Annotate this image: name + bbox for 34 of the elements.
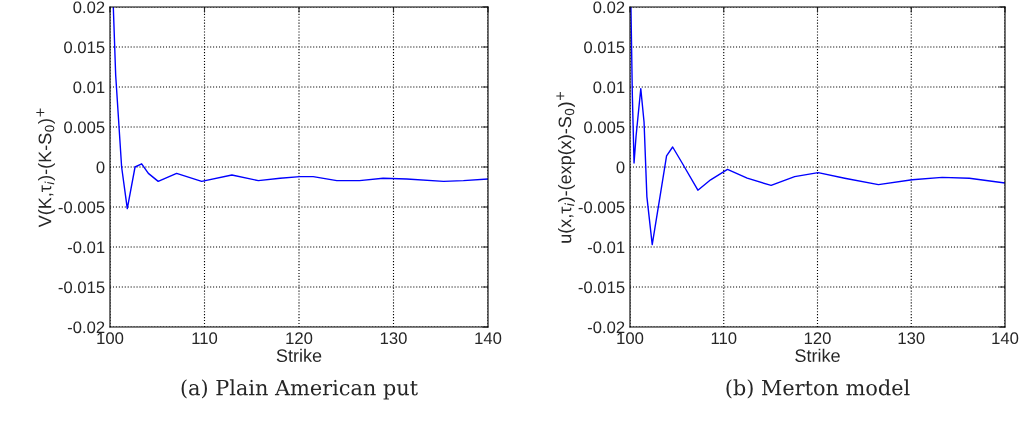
x-axis-title: Strike [795,348,840,363]
y-tick-label: -0.005 [578,201,625,214]
x-tick-label: 120 [286,332,313,345]
y-tick-label: -0.02 [587,321,625,334]
y-tick-label: 0.015 [64,41,105,54]
y-tick-label: 0 [96,161,105,174]
x-tick-label: 120 [804,332,831,345]
y-tick-label: 0.02 [593,1,625,14]
y-axis-title: u(x,τ$_{i}$)-(exp(x)-S$_{0}$)$^{+}$ [556,92,575,243]
x-tick-label: 100 [617,332,644,345]
y-tick-label: -0.005 [58,201,105,214]
x-tick-label: 140 [475,332,502,345]
text: (a) Plain American put [181,379,418,400]
x-tick-label: 100 [97,332,124,345]
y-tick-label: 0.005 [64,121,105,134]
y-tick-label: -0.015 [578,281,625,294]
x-axis-title: Strike [276,348,322,363]
y-tick-label: 0.01 [593,81,625,94]
x-tick-label: 130 [380,332,407,345]
y-tick-label: 0.015 [584,41,625,54]
x-tick-label: 140 [992,332,1019,345]
text: (b) Merton model [726,379,910,399]
x-tick-label: 130 [898,332,925,345]
y-axis-title: V(K,τ$_{i}$)-(K-S$_{0}$)$^{+}$ [36,108,55,228]
x-tick-label: 110 [192,332,218,345]
y-tick-label: -0.01 [587,241,625,254]
y-tick-label: -0.02 [67,321,105,334]
y-tick-label: 0 [616,161,625,174]
y-tick-label: 0.02 [73,1,105,14]
y-tick-label: -0.01 [67,241,105,254]
y-tick-label: 0.005 [584,121,625,134]
x-tick-label: 110 [711,332,737,345]
y-tick-label: -0.015 [58,281,105,294]
y-tick-label: 0.01 [73,81,105,94]
